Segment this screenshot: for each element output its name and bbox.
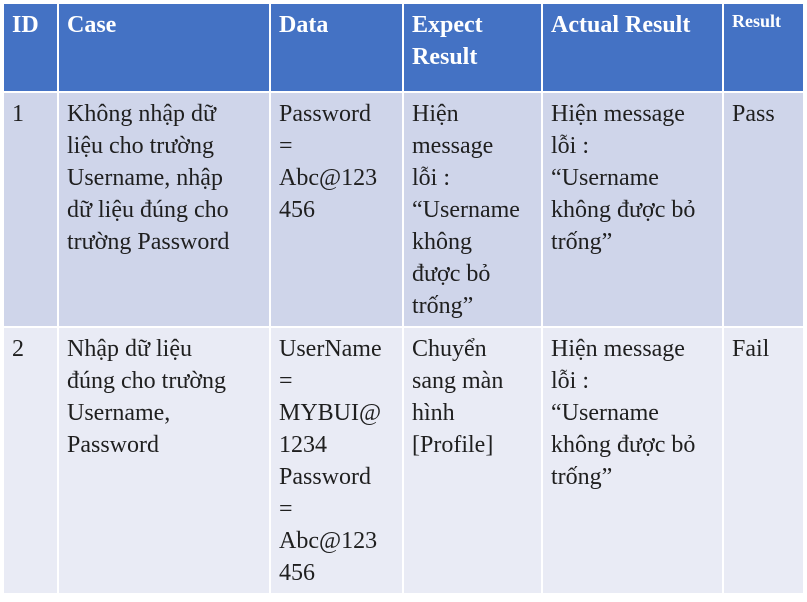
header-case: Case <box>57 2 271 93</box>
header-result: Result <box>722 2 805 93</box>
cell-data: Password = Abc@123 456 <box>269 91 404 328</box>
cell-case: Nhập dữ liệu đúng cho trường Username, P… <box>57 326 271 595</box>
cell-actual-result: Hiện message lỗi : “Username không được … <box>541 326 724 595</box>
cell-result: Fail <box>722 326 805 595</box>
header-data: Data <box>269 2 404 93</box>
cell-data: UserName = MYBUI@ 1234 Password = Abc@12… <box>269 326 404 595</box>
cell-expect-result: Chuyển sang màn hình [Profile] <box>402 326 543 595</box>
cell-expect-result: Hiện message lỗi : “Username không được … <box>402 91 543 328</box>
header-expect-result: Expect Result <box>402 2 543 93</box>
header-row: ID Case Data Expect Result Actual Result… <box>2 2 805 93</box>
cell-id: 1 <box>2 91 59 328</box>
cell-result: Pass <box>722 91 805 328</box>
header-actual-result: Actual Result <box>541 2 724 93</box>
table-row: 2 Nhập dữ liệu đúng cho trường Username,… <box>2 326 805 595</box>
cell-actual-result: Hiện message lỗi : “Username không được … <box>541 91 724 328</box>
header-id: ID <box>2 2 59 93</box>
cell-id: 2 <box>2 326 59 595</box>
table-row: 1 Không nhập dữ liệu cho trường Username… <box>2 91 805 328</box>
cell-case: Không nhập dữ liệu cho trường Username, … <box>57 91 271 328</box>
